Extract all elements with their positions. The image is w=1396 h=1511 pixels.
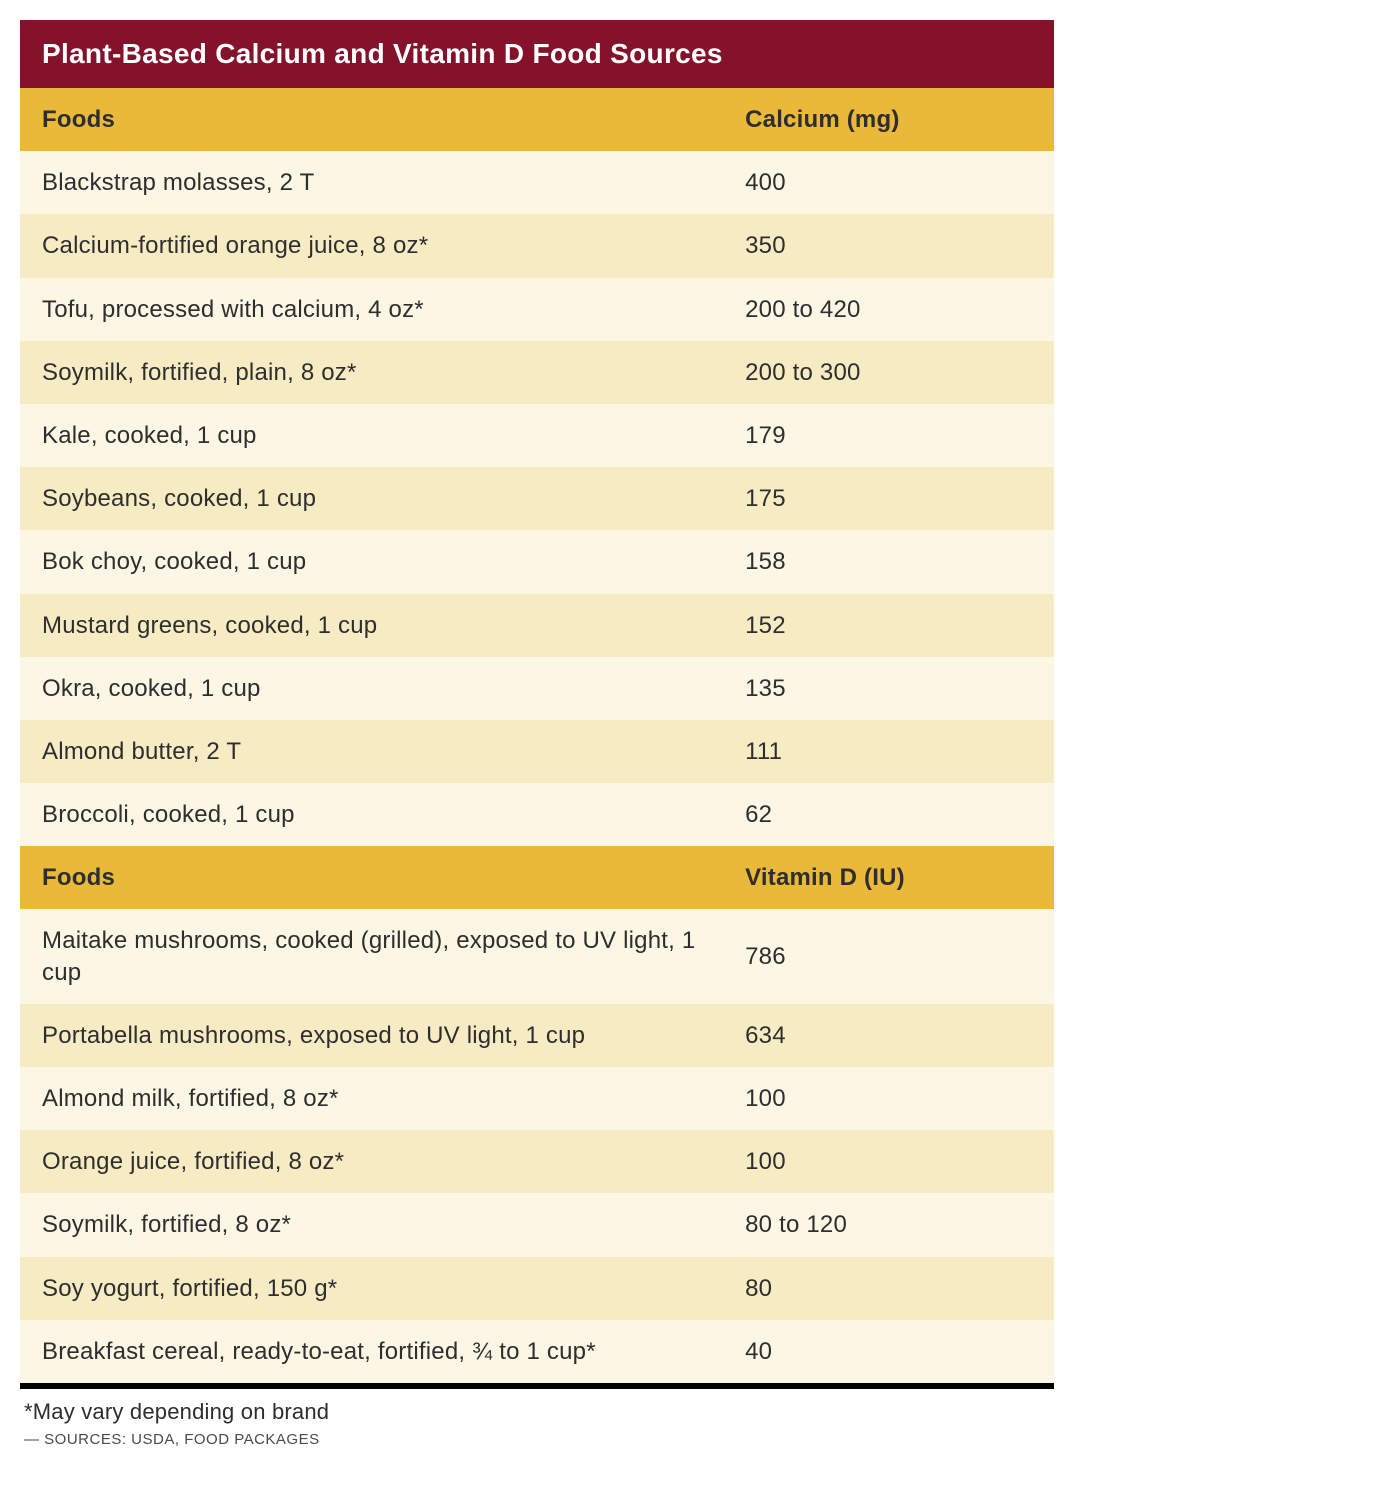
sources: — SOURCES: USDA, FOOD PACKAGES xyxy=(20,1427,1054,1448)
table-row: Mustard greens, cooked, 1 cup152 xyxy=(20,594,1054,657)
value-cell: 80 xyxy=(723,1257,1054,1320)
table-row: Portabella mushrooms, exposed to UV ligh… xyxy=(20,1004,1054,1067)
food-cell: Soymilk, fortified, plain, 8 oz* xyxy=(20,341,723,404)
value-cell: 135 xyxy=(723,657,1054,720)
food-cell: Okra, cooked, 1 cup xyxy=(20,657,723,720)
table-row: Broccoli, cooked, 1 cup62 xyxy=(20,783,1054,846)
food-cell: Soy yogurt, fortified, 150 g* xyxy=(20,1257,723,1320)
value-cell: 80 to 120 xyxy=(723,1193,1054,1256)
value-cell: 152 xyxy=(723,594,1054,657)
food-cell: Kale, cooked, 1 cup xyxy=(20,404,723,467)
table-row: Kale, cooked, 1 cup179 xyxy=(20,404,1054,467)
table-row: Blackstrap molasses, 2 T400 xyxy=(20,151,1054,214)
food-cell: Maitake mushrooms, cooked (grilled), exp… xyxy=(20,909,723,1003)
value-cell: 62 xyxy=(723,783,1054,846)
table-row: Almond milk, fortified, 8 oz*100 xyxy=(20,1067,1054,1130)
value-cell: 175 xyxy=(723,467,1054,530)
section-header-row: FoodsCalcium (mg) xyxy=(20,88,1054,151)
value-cell: 786 xyxy=(723,909,1054,1003)
table-row: Tofu, processed with calcium, 4 oz*200 t… xyxy=(20,278,1054,341)
table-row: Calcium-fortified orange juice, 8 oz*350 xyxy=(20,214,1054,277)
food-cell: Breakfast cereal, ready-to-eat, fortifie… xyxy=(20,1320,723,1383)
column-header-food: Foods xyxy=(20,846,723,909)
nutrition-table: Plant-Based Calcium and Vitamin D Food S… xyxy=(20,20,1054,1448)
value-cell: 634 xyxy=(723,1004,1054,1067)
food-cell: Mustard greens, cooked, 1 cup xyxy=(20,594,723,657)
column-header-value: Calcium (mg) xyxy=(723,88,1054,151)
value-cell: 200 to 420 xyxy=(723,278,1054,341)
footnote: *May vary depending on brand xyxy=(20,1389,1054,1427)
food-cell: Calcium-fortified orange juice, 8 oz* xyxy=(20,214,723,277)
table-row: Soy yogurt, fortified, 150 g*80 xyxy=(20,1257,1054,1320)
column-header-value: Vitamin D (IU) xyxy=(723,846,1054,909)
food-cell: Broccoli, cooked, 1 cup xyxy=(20,783,723,846)
food-cell: Bok choy, cooked, 1 cup xyxy=(20,530,723,593)
value-cell: 200 to 300 xyxy=(723,341,1054,404)
value-cell: 100 xyxy=(723,1130,1054,1193)
table-row: Soybeans, cooked, 1 cup175 xyxy=(20,467,1054,530)
food-cell: Tofu, processed with calcium, 4 oz* xyxy=(20,278,723,341)
value-cell: 350 xyxy=(723,214,1054,277)
data-table: FoodsCalcium (mg)Blackstrap molasses, 2 … xyxy=(20,88,1054,1383)
value-cell: 100 xyxy=(723,1067,1054,1130)
food-cell: Orange juice, fortified, 8 oz* xyxy=(20,1130,723,1193)
food-cell: Portabella mushrooms, exposed to UV ligh… xyxy=(20,1004,723,1067)
food-cell: Blackstrap molasses, 2 T xyxy=(20,151,723,214)
food-cell: Almond butter, 2 T xyxy=(20,720,723,783)
value-cell: 40 xyxy=(723,1320,1054,1383)
table-row: Okra, cooked, 1 cup135 xyxy=(20,657,1054,720)
table-row: Maitake mushrooms, cooked (grilled), exp… xyxy=(20,909,1054,1003)
section-header-row: FoodsVitamin D (IU) xyxy=(20,846,1054,909)
table-row: Breakfast cereal, ready-to-eat, fortifie… xyxy=(20,1320,1054,1383)
food-cell: Almond milk, fortified, 8 oz* xyxy=(20,1067,723,1130)
table-row: Bok choy, cooked, 1 cup158 xyxy=(20,530,1054,593)
table-title: Plant-Based Calcium and Vitamin D Food S… xyxy=(20,20,1054,88)
food-cell: Soymilk, fortified, 8 oz* xyxy=(20,1193,723,1256)
table-row: Almond butter, 2 T111 xyxy=(20,720,1054,783)
table-row: Soymilk, fortified, plain, 8 oz*200 to 3… xyxy=(20,341,1054,404)
food-cell: Soybeans, cooked, 1 cup xyxy=(20,467,723,530)
value-cell: 158 xyxy=(723,530,1054,593)
value-cell: 400 xyxy=(723,151,1054,214)
column-header-food: Foods xyxy=(20,88,723,151)
value-cell: 179 xyxy=(723,404,1054,467)
value-cell: 111 xyxy=(723,720,1054,783)
table-row: Soymilk, fortified, 8 oz*80 to 120 xyxy=(20,1193,1054,1256)
table-row: Orange juice, fortified, 8 oz*100 xyxy=(20,1130,1054,1193)
